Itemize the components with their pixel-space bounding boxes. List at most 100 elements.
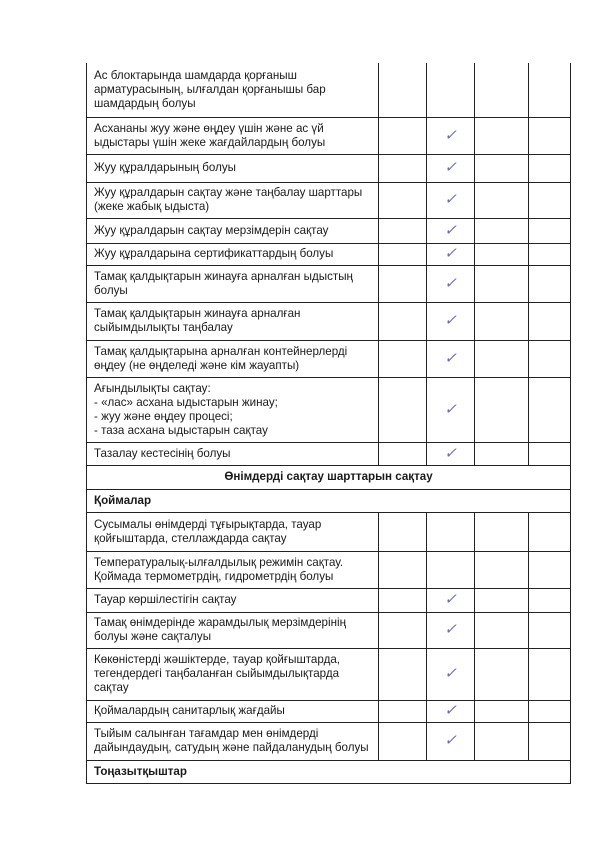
check-cell xyxy=(378,242,427,266)
criterion-text: Тамақ өнімдерінде жарамдылық мерзімдерін… xyxy=(86,611,379,649)
criterion-text: Қоймалардың санитарлық жағдайы xyxy=(86,699,379,723)
table-row: Сусымалы өнімдерді тұғырықтарда, тауар қ… xyxy=(86,511,571,552)
section-header-row: Өнімдерді сақтау шарттарын сақтау xyxy=(86,464,571,490)
criterion-text: Тамақ қалдықтарына арналған контейнерлер… xyxy=(86,339,379,378)
check-cell xyxy=(474,441,529,466)
check-cell xyxy=(528,217,571,244)
check-cell xyxy=(474,376,529,443)
check-cell xyxy=(474,217,529,244)
check-cell xyxy=(528,587,571,613)
check-cell xyxy=(528,441,571,466)
check-cell xyxy=(378,550,427,589)
check-cell-yes: ✓ xyxy=(426,264,475,303)
check-cell xyxy=(528,339,571,378)
table-row: Жуу құралдарының болуы ✓ xyxy=(86,153,571,183)
check-cell xyxy=(474,63,529,118)
section-title: Өнімдерді сақтау шарттарын сақтау xyxy=(86,464,571,490)
check-cell-yes: ✓ xyxy=(426,587,475,613)
check-cell xyxy=(378,511,427,552)
check-cell xyxy=(378,441,427,466)
checkmark-icon: ✓ xyxy=(444,400,457,418)
check-cell xyxy=(474,242,529,266)
check-cell xyxy=(378,301,427,341)
checkmark-icon: ✓ xyxy=(444,191,457,208)
check-cell xyxy=(474,116,529,155)
table-row: Тауар көршілестігін сақтау ✓ xyxy=(86,587,571,613)
checkmark-icon: ✓ xyxy=(444,312,457,329)
table-row: Жуу құралдарын сақтау мерзімдерін сақтау… xyxy=(86,217,571,244)
check-cell-yes: ✓ xyxy=(426,441,475,466)
check-cell xyxy=(378,376,427,443)
criterion-text: Сусымалы өнімдерді тұғырықтарда, тауар қ… xyxy=(86,511,379,552)
check-cell-yes xyxy=(426,511,475,552)
check-cell xyxy=(528,181,571,219)
table-row: Қоймалардың санитарлық жағдайы ✓ xyxy=(86,699,571,723)
table-row: Тамақ қалдықтарын жинауға арналған ыдыст… xyxy=(86,264,571,303)
table-row: Жуу құралдарын сақтау және таңбалау шарт… xyxy=(86,181,571,219)
subsection-title: Тоңазытқыштар xyxy=(86,759,571,784)
check-cell xyxy=(474,611,529,649)
checkmark-icon: ✓ xyxy=(444,349,457,367)
check-cell-yes: ✓ xyxy=(426,339,475,378)
table-row: Тамақ өнімдерінде жарамдылық мерзімдерін… xyxy=(86,611,571,649)
check-cell xyxy=(378,339,427,378)
check-cell xyxy=(528,721,571,761)
check-cell xyxy=(378,587,427,613)
checkmark-icon: ✓ xyxy=(444,274,457,292)
table-row: Асхананы жуу және өңдеу үшін және ас үй … xyxy=(86,116,571,155)
check-cell-yes: ✓ xyxy=(426,647,475,701)
check-cell xyxy=(528,699,571,723)
criterion-text: Ас блоктарында шамдарда қорғаныш арматур… xyxy=(86,63,379,118)
checkmark-icon: ✓ xyxy=(444,126,457,144)
check-cell xyxy=(378,699,427,723)
check-cell-yes: ✓ xyxy=(426,153,475,183)
check-cell-yes: ✓ xyxy=(426,376,475,443)
check-cell xyxy=(474,587,529,613)
inspection-checklist-table: Ас блоктарында шамдарда қорғаныш арматур… xyxy=(86,63,571,784)
check-cell-yes: ✓ xyxy=(426,611,475,649)
check-cell xyxy=(474,699,529,723)
check-cell-yes: ✓ xyxy=(426,217,475,244)
subsection-title: Қоймалар xyxy=(86,488,571,513)
check-cell xyxy=(474,550,529,589)
check-cell xyxy=(378,116,427,155)
criterion-text: Тыйым салынған тағамдар мен өнімдерді да… xyxy=(86,721,379,761)
check-cell xyxy=(528,264,571,303)
table-row: Тамақ қалдықтарына арналған контейнерлер… xyxy=(86,339,571,378)
check-cell xyxy=(474,264,529,303)
criterion-text: Жуу құралдарын сақтау мерзімдерін сақтау xyxy=(86,217,379,244)
check-cell-yes: ✓ xyxy=(426,721,475,761)
table-row: Көкөністерді жәшіктерде, тауар қойғыштар… xyxy=(86,647,571,701)
check-cell xyxy=(378,63,427,118)
checkmark-icon: ✓ xyxy=(444,732,457,749)
checkmark-icon: ✓ xyxy=(444,245,457,262)
check-cell xyxy=(474,181,529,219)
check-cell xyxy=(474,511,529,552)
criterion-text: Температуралық-ылғалдылық режимін сақтау… xyxy=(86,550,379,589)
table-row: Ағындылықты сақтау: - «лас» асхана ыдыст… xyxy=(86,376,571,443)
criterion-text: Жуу құралдарын сақтау және таңбалау шарт… xyxy=(86,181,379,219)
check-cell xyxy=(378,647,427,701)
table-row: Жуу құралдарына сертификаттардың болуы ✓ xyxy=(86,242,571,266)
checkmark-icon: ✓ xyxy=(444,665,457,682)
check-cell-yes xyxy=(426,550,475,589)
criterion-text: Асхананы жуу және өңдеу үшін және ас үй … xyxy=(86,116,379,155)
check-cell-yes xyxy=(426,63,475,118)
check-cell xyxy=(474,153,529,183)
criterion-text: Жуу құралдарының болуы xyxy=(86,153,379,183)
check-cell xyxy=(378,181,427,219)
check-cell xyxy=(528,116,571,155)
check-cell xyxy=(528,63,571,118)
subsection-header-row: Тоңазытқыштар xyxy=(86,759,571,784)
check-cell xyxy=(528,242,571,266)
check-cell xyxy=(528,647,571,701)
check-cell xyxy=(474,647,529,701)
check-cell-yes: ✓ xyxy=(426,242,475,266)
check-cell xyxy=(528,301,571,341)
check-cell xyxy=(378,153,427,183)
check-cell xyxy=(474,301,529,341)
criterion-text: Ағындылықты сақтау: - «лас» асхана ыдыст… xyxy=(86,376,379,443)
check-cell xyxy=(528,550,571,589)
table-row: Температуралық-ылғалдылық режимін сақтау… xyxy=(86,550,571,589)
criterion-text: Көкөністерді жәшіктерде, тауар қойғыштар… xyxy=(86,647,379,701)
